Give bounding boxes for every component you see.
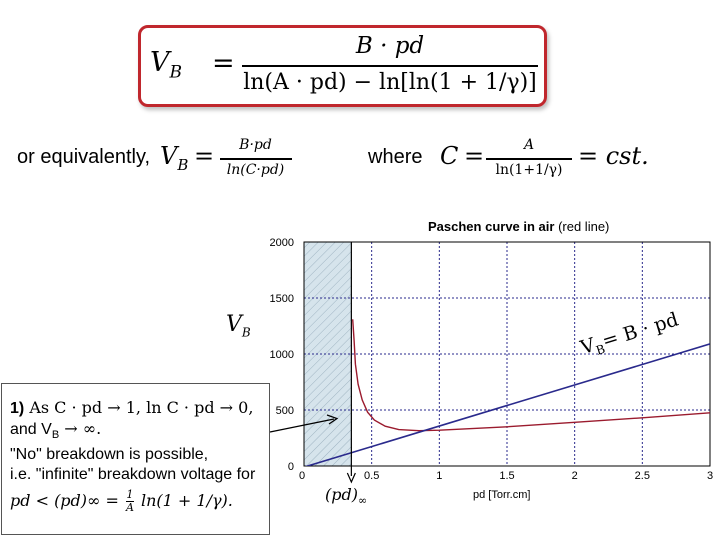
c-constant-denominator: ln(1+1/γ) (495, 162, 563, 178)
y-tick-label: 1000 (270, 349, 294, 361)
y-tick-label: 0 (288, 461, 294, 473)
x-tick-label: 0.5 (364, 470, 379, 482)
paschen-curve-line (352, 319, 710, 432)
equivalent-numerator: B·pd (239, 137, 272, 153)
callout-box: 1) As C · pd → 1, ln C · pd → 0, and VB … (1, 383, 270, 535)
callout-line-4: i.e. "infinite" breakdown voltage for (10, 466, 256, 484)
pd-infinity-label: (pd)∞ (325, 485, 368, 508)
callout-line-2: and VB → ∞. (10, 419, 102, 442)
linear-vb-line (304, 343, 710, 466)
equivalent-lhs: VB (160, 142, 189, 174)
x-axis-label: pd [Torr.cm] (473, 489, 531, 501)
equivalent-denominator: ln(C·pd) (226, 162, 285, 178)
c-constant-lhs: C (440, 142, 459, 170)
x-tick-label: 2.5 (635, 470, 650, 482)
x-tick-label: 1.5 (499, 470, 514, 482)
equivalent-equals: = (194, 142, 215, 170)
callout-line-3: "No" breakdown is possible, (10, 446, 209, 464)
where-label: where (368, 146, 423, 168)
pd-infinity-arrowhead (346, 472, 356, 484)
equivalent-fraction-bar (220, 158, 292, 160)
y-tick-label: 1500 (270, 293, 294, 305)
formula-lhs: VB (150, 47, 182, 83)
c-constant-rhs: = cst. (578, 142, 649, 170)
formula-numerator: B · pd (355, 33, 425, 59)
plot-frame (303, 241, 711, 467)
y-tick-label: 2000 (270, 237, 294, 249)
y-axis-label: VB (226, 312, 251, 340)
formula-equals: = (212, 48, 235, 79)
x-tick-label: 2 (572, 470, 578, 482)
main-formula-box (138, 25, 547, 107)
no-breakdown-region (304, 242, 352, 466)
c-constant-fraction-bar (486, 158, 572, 160)
callout-arrow-line (269, 418, 335, 433)
y-tick-label: 500 (276, 405, 294, 417)
c-constant-numerator: A (523, 137, 535, 153)
x-tick-label: 3 (707, 470, 713, 482)
formula-fraction-bar (242, 65, 538, 67)
x-tick-label: 1 (436, 470, 442, 482)
callout-arrowhead (326, 414, 339, 425)
c-constant-equals: = (464, 142, 485, 170)
equivalently-label: or equivalently, (17, 146, 151, 168)
callout-line-1: 1) As C · pd → 1, ln C · pd → 0, (10, 398, 254, 417)
formula-denominator: ln(A · pd) − ln[ln(1 + 1/γ)] (243, 70, 537, 95)
x-tick-label: 0 (299, 470, 305, 482)
chart-title: Paschen curve in air (red line) (428, 219, 610, 234)
